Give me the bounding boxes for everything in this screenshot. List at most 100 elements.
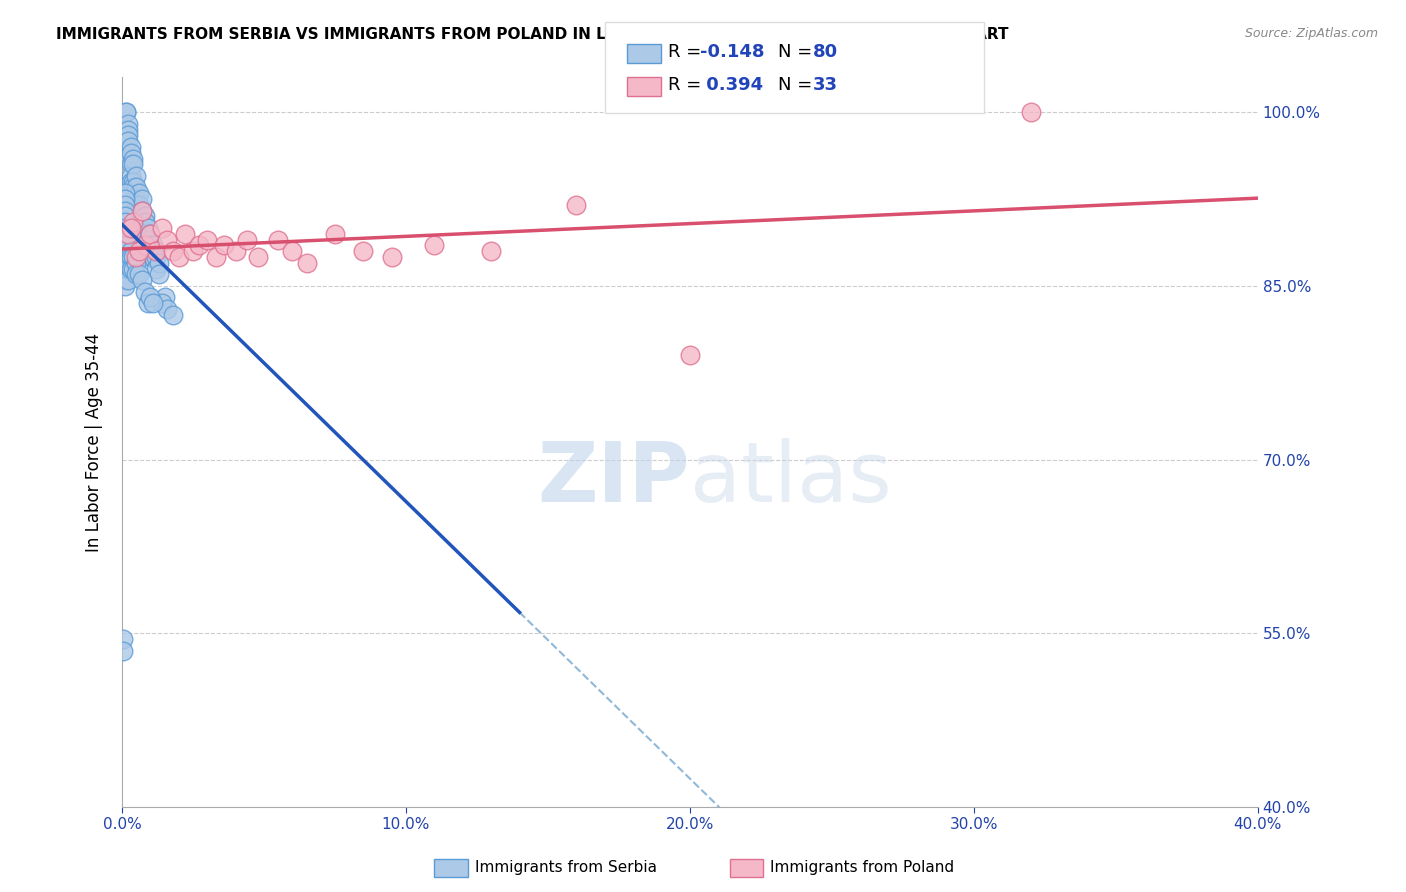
Point [181, 244, 204, 259]
Text: N =: N = [778, 43, 817, 61]
Point [153, 290, 176, 304]
Point [139, 227, 162, 241]
Point [122, 215, 145, 229]
Point [114, 215, 136, 229]
Point [125, 268, 148, 282]
Point [267, 233, 290, 247]
Point [117, 261, 139, 276]
Point [162, 308, 184, 322]
Point [114, 268, 136, 282]
Point [117, 152, 139, 166]
Point [139, 290, 162, 304]
Point [128, 268, 150, 282]
Point [148, 268, 170, 282]
Point [167, 250, 190, 264]
Point [117, 256, 139, 270]
Text: R =: R = [668, 43, 707, 61]
Text: 0.394: 0.394 [700, 76, 763, 94]
Point [225, 244, 247, 259]
Point [125, 198, 148, 212]
Point [114, 261, 136, 276]
Point [117, 117, 139, 131]
Point [117, 134, 139, 148]
Point [145, 250, 167, 264]
Point [125, 169, 148, 183]
Point [381, 250, 404, 264]
Point [136, 221, 159, 235]
Text: Immigrants from Serbia: Immigrants from Serbia [475, 860, 657, 874]
Point [122, 175, 145, 189]
Text: 33: 33 [813, 76, 838, 94]
Point [142, 238, 165, 252]
Point [122, 152, 145, 166]
Point [145, 244, 167, 259]
Point [236, 233, 259, 247]
Point [120, 250, 142, 264]
Point [145, 261, 167, 276]
Point [114, 250, 136, 264]
Point [114, 186, 136, 201]
Point [565, 198, 588, 212]
Text: R =: R = [668, 76, 707, 94]
Point [120, 169, 142, 183]
Point [114, 210, 136, 224]
Point [150, 221, 173, 235]
Point [117, 128, 139, 143]
Point [114, 221, 136, 235]
Point [479, 244, 502, 259]
Point [122, 250, 145, 264]
Point [117, 250, 139, 264]
Text: Source: ZipAtlas.com: Source: ZipAtlas.com [1244, 27, 1378, 40]
Point [1019, 105, 1042, 120]
Point [114, 273, 136, 287]
Point [114, 227, 136, 241]
Point [117, 273, 139, 287]
Point [423, 238, 446, 252]
Point [136, 233, 159, 247]
Point [114, 192, 136, 206]
Point [114, 278, 136, 293]
Point [173, 227, 195, 241]
Point [120, 145, 142, 160]
Point [150, 296, 173, 310]
Point [247, 250, 270, 264]
Point [156, 301, 179, 316]
Text: 80: 80 [813, 43, 838, 61]
Point [131, 203, 153, 218]
Point [139, 238, 162, 252]
Point [125, 250, 148, 264]
Point [134, 215, 156, 229]
Point [114, 256, 136, 270]
Point [195, 233, 218, 247]
Point [122, 261, 145, 276]
Point [131, 215, 153, 229]
Point [128, 198, 150, 212]
Point [117, 122, 139, 136]
Point [214, 238, 236, 252]
Point [117, 238, 139, 252]
Point [128, 186, 150, 201]
Text: Immigrants from Poland: Immigrants from Poland [770, 860, 955, 874]
Point [122, 157, 145, 171]
Point [115, 105, 138, 120]
Point [136, 296, 159, 310]
Point [134, 227, 156, 241]
Point [120, 261, 142, 276]
Point [148, 256, 170, 270]
Point [120, 140, 142, 154]
Text: atlas: atlas [690, 438, 891, 519]
Point [125, 192, 148, 206]
Point [112, 643, 135, 657]
Point [115, 105, 138, 120]
Point [295, 256, 318, 270]
Point [142, 250, 165, 264]
Point [134, 210, 156, 224]
Point [139, 227, 162, 241]
Point [120, 157, 142, 171]
Text: N =: N = [778, 76, 817, 94]
Point [128, 244, 150, 259]
Point [156, 233, 179, 247]
Point [142, 296, 165, 310]
Y-axis label: In Labor Force | Age 35-44: In Labor Force | Age 35-44 [86, 333, 103, 552]
Point [352, 244, 374, 259]
